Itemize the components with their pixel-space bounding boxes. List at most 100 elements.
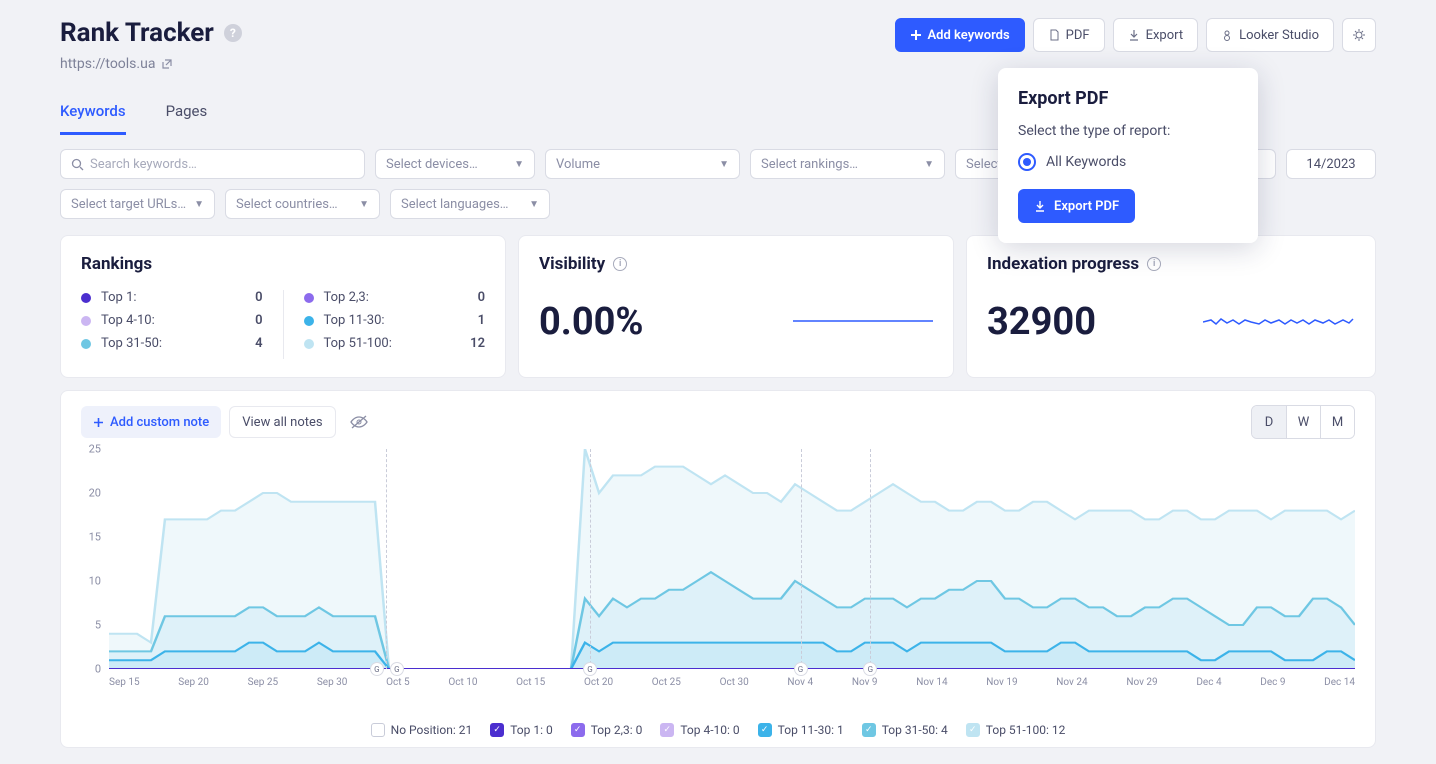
filter-countries-label: Select countries… xyxy=(236,197,338,212)
indexation-card: Indexation progressi 32900 xyxy=(966,235,1376,378)
legend-checkbox: ✓ xyxy=(571,723,585,737)
info-icon[interactable]: i xyxy=(1147,257,1161,271)
rank-label: Top 31-50: xyxy=(101,336,255,351)
rank-label: Top 4-10: xyxy=(101,313,255,328)
legend-item[interactable]: No Position: 21 xyxy=(371,723,473,737)
x-tick: Oct 30 xyxy=(720,677,749,688)
x-tick: Nov 4 xyxy=(787,677,813,688)
toolbar: Add keywords PDF Export Looker Studio Ex… xyxy=(895,18,1377,52)
eye-off-icon[interactable] xyxy=(350,415,368,429)
filter-rankings[interactable]: Select rankings…▼ xyxy=(750,149,945,179)
download-icon xyxy=(1034,200,1046,212)
pdf-button[interactable]: PDF xyxy=(1033,18,1105,52)
search-input[interactable] xyxy=(90,157,354,172)
filter-volume[interactable]: Volume▼ xyxy=(545,149,740,179)
y-tick: 5 xyxy=(95,619,101,632)
legend-item[interactable]: ✓Top 11-30: 1 xyxy=(758,723,844,737)
add-note-button[interactable]: Add custom note xyxy=(81,406,221,438)
legend-label: Top 4-10: 0 xyxy=(680,723,739,737)
legend-item[interactable]: ✓Top 4-10: 0 xyxy=(660,723,739,737)
filter-date[interactable]: 14/2023 xyxy=(1286,149,1376,179)
legend-label: Top 2,3: 0 xyxy=(591,723,643,737)
filter-devices[interactable]: Select devices… ▼ xyxy=(375,149,535,179)
export-pdf-button[interactable]: Export PDF xyxy=(1018,189,1135,223)
rank-label: Top 11-30: xyxy=(324,313,478,328)
add-keywords-button[interactable]: Add keywords xyxy=(895,18,1025,52)
google-marker[interactable]: G xyxy=(794,662,808,676)
search-input-wrap[interactable] xyxy=(60,149,365,179)
rank-dot xyxy=(304,293,314,303)
looker-button[interactable]: Looker Studio xyxy=(1206,18,1334,52)
legend-item[interactable]: ✓ Top 2,3: 0 xyxy=(571,723,643,737)
y-tick: 25 xyxy=(89,443,101,456)
rankings-card: Rankings Top 1:0Top 4-10:0Top 31-50:4 To… xyxy=(60,235,506,378)
x-tick: Dec 4 xyxy=(1196,677,1221,688)
legend-label: Top 11-30: 1 xyxy=(778,723,844,737)
rank-value: 12 xyxy=(470,336,485,351)
google-marker[interactable]: G xyxy=(390,662,404,676)
google-marker[interactable]: G xyxy=(583,662,597,676)
indexation-title: Indexation progress xyxy=(987,254,1139,274)
popover-title: Export PDF xyxy=(1018,88,1238,109)
x-tick: Oct 15 xyxy=(516,677,545,688)
rank-value: 0 xyxy=(478,290,485,305)
page-header: Rank Tracker ? https://tools.ua Add keyw… xyxy=(60,18,1376,72)
indexation-sparkline xyxy=(1203,314,1355,330)
filter-devices-label: Select devices… xyxy=(386,157,478,172)
x-tick: Nov 14 xyxy=(916,677,947,688)
y-tick: 10 xyxy=(89,575,101,588)
help-icon[interactable]: ? xyxy=(224,24,242,42)
google-marker[interactable]: G xyxy=(370,662,384,676)
popover-option-label: All Keywords xyxy=(1046,154,1126,170)
legend-checkbox: ✓ xyxy=(966,723,980,737)
rankings-title: Rankings xyxy=(81,254,485,274)
export-button[interactable]: Export xyxy=(1113,18,1199,52)
x-tick: Nov 19 xyxy=(986,677,1017,688)
filter-date-label: 14/2023 xyxy=(1306,157,1355,172)
y-tick: 0 xyxy=(95,663,101,676)
site-url[interactable]: https://tools.ua xyxy=(60,56,242,72)
info-icon[interactable]: i xyxy=(613,257,627,271)
visibility-title: Visibility xyxy=(539,254,605,274)
rank-value: 0 xyxy=(255,313,262,328)
looker-label: Looker Studio xyxy=(1239,28,1319,43)
rank-dot xyxy=(81,293,91,303)
download-icon xyxy=(1128,29,1140,41)
rank-item: Top 4-10:0 xyxy=(81,313,263,328)
x-tick: Oct 5 xyxy=(386,677,410,688)
view-notes-button[interactable]: View all notes xyxy=(229,406,335,438)
pdf-icon xyxy=(1048,29,1060,41)
legend-item[interactable]: ✓Top 1: 0 xyxy=(490,723,553,737)
rank-item: Top 1:0 xyxy=(81,290,263,305)
visibility-value: 0.00% xyxy=(539,300,644,344)
x-tick: Sep 15 xyxy=(109,677,140,688)
popover-option-all-keywords[interactable]: All Keywords xyxy=(1018,153,1238,171)
legend-checkbox: ✓ xyxy=(490,723,504,737)
chevron-down-icon: ▼ xyxy=(529,199,539,210)
legend-checkbox xyxy=(371,723,385,737)
page-title: Rank Tracker xyxy=(60,18,214,48)
legend-item[interactable]: ✓Top 51-100: 12 xyxy=(966,723,1066,737)
rank-item: Top 31-50:4 xyxy=(81,336,263,351)
filter-languages[interactable]: Select languages…▼ xyxy=(390,189,550,219)
x-tick: Sep 30 xyxy=(317,677,348,688)
tab-keywords[interactable]: Keywords xyxy=(60,102,126,135)
filter-target-urls-label: Select target URLs… xyxy=(71,197,186,212)
legend-label: Top 31-50: 4 xyxy=(882,723,948,737)
x-tick: Nov 9 xyxy=(852,677,878,688)
rank-dot xyxy=(81,339,91,349)
period-day[interactable]: D xyxy=(1252,406,1286,438)
settings-button[interactable] xyxy=(1342,18,1376,52)
period-month[interactable]: M xyxy=(1320,406,1354,438)
filter-countries[interactable]: Select countries…▼ xyxy=(225,189,380,219)
tab-pages[interactable]: Pages xyxy=(166,102,208,135)
chevron-down-icon: ▼ xyxy=(514,159,524,170)
export-label: Export xyxy=(1146,28,1184,43)
pdf-label: PDF xyxy=(1066,28,1090,43)
legend-item[interactable]: ✓Top 31-50: 4 xyxy=(862,723,948,737)
x-tick: Oct 25 xyxy=(652,677,681,688)
period-week[interactable]: W xyxy=(1286,406,1320,438)
rank-value: 1 xyxy=(478,313,485,328)
google-marker[interactable]: G xyxy=(863,662,877,676)
filter-target-urls[interactable]: Select target URLs…▼ xyxy=(60,189,215,219)
